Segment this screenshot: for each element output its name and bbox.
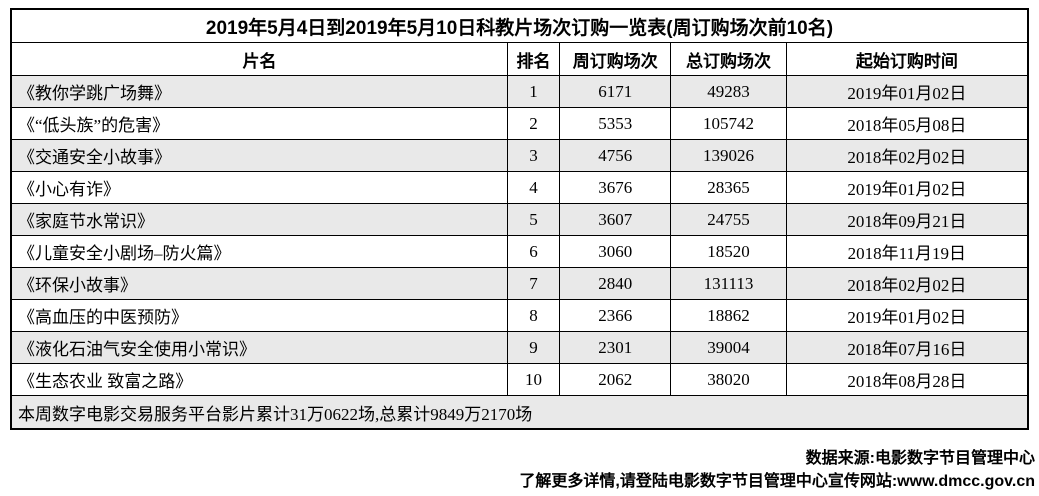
total-orders: 105742: [670, 107, 787, 140]
weekly-orders: 3607: [559, 203, 672, 236]
table-row: 《“低头族”的危害》 2 5353 105742 2018年05月08日: [10, 107, 1029, 140]
film-name: 《生态农业 致富之路》: [10, 363, 508, 396]
rank: 5: [506, 203, 561, 236]
total-orders: 49283: [670, 75, 787, 108]
column-header-total-orders: 总订购场次: [670, 42, 787, 76]
film-name: 《“低头族”的危害》: [10, 107, 508, 140]
total-orders: 18520: [670, 235, 787, 268]
weekly-orders: 5353: [559, 107, 672, 140]
start-date: 2018年02月02日: [785, 267, 1029, 300]
weekly-orders: 6171: [559, 75, 672, 108]
table-title-row: 2019年5月4日到2019年5月10日科教片场次订购一览表(周订购场次前10名…: [10, 8, 1029, 43]
total-orders: 38020: [670, 363, 787, 396]
rank: 4: [506, 171, 561, 204]
total-orders: 28365: [670, 171, 787, 204]
total-orders: 139026: [670, 139, 787, 172]
weekly-orders: 2840: [559, 267, 672, 300]
weekly-orders: 3676: [559, 171, 672, 204]
start-date: 2018年11月19日: [785, 235, 1029, 268]
total-orders: 39004: [670, 331, 787, 364]
start-date: 2018年02月02日: [785, 139, 1029, 172]
rank: 2: [506, 107, 561, 140]
start-date: 2018年09月21日: [785, 203, 1029, 236]
table-row: 《家庭节水常识》 5 3607 24755 2018年09月21日: [10, 203, 1029, 236]
film-name: 《小心有诈》: [10, 171, 508, 204]
total-orders: 131113: [670, 267, 787, 300]
column-header-weekly-orders: 周订购场次: [559, 42, 672, 76]
rank: 8: [506, 299, 561, 332]
table-row: 《交通安全小故事》 3 4756 139026 2018年02月02日: [10, 139, 1029, 172]
table-row: 《高血压的中医预防》 8 2366 18862 2019年01月02日: [10, 299, 1029, 332]
start-date: 2019年01月02日: [785, 75, 1029, 108]
table-row: 《儿童安全小剧场–防火篇》 6 3060 18520 2018年11月19日: [10, 235, 1029, 268]
start-date: 2018年07月16日: [785, 331, 1029, 364]
weekly-orders: 2062: [559, 363, 672, 396]
table-row: 《小心有诈》 4 3676 28365 2019年01月02日: [10, 171, 1029, 204]
start-date: 2018年08月28日: [785, 363, 1029, 396]
table-row: 《液化石油气安全使用小常识》 9 2301 39004 2018年07月16日: [10, 331, 1029, 364]
film-name: 《儿童安全小剧场–防火篇》: [10, 235, 508, 268]
film-name: 《交通安全小故事》: [10, 139, 508, 172]
total-orders: 24755: [670, 203, 787, 236]
film-name: 《家庭节水常识》: [10, 203, 508, 236]
rank: 10: [506, 363, 561, 396]
rank: 9: [506, 331, 561, 364]
start-date: 2019年01月02日: [785, 299, 1029, 332]
table-row: 《教你学跳广场舞》 1 6171 49283 2019年01月02日: [10, 75, 1029, 108]
rank: 1: [506, 75, 561, 108]
table-header-row: 片名 排名 周订购场次 总订购场次 起始订购时间: [10, 42, 1029, 76]
data-source-block: 数据来源:电影数字节目管理中心 了解更多详情,请登陆电影数字节目管理中心宣传网站…: [0, 447, 1035, 493]
start-date: 2018年05月08日: [785, 107, 1029, 140]
table-row: 《环保小故事》 7 2840 131113 2018年02月02日: [10, 267, 1029, 300]
more-info-line: 了解更多详情,请登陆电影数字节目管理中心宣传网站:www.dmcc.gov.cn: [519, 473, 1035, 490]
data-source-line: 数据来源:电影数字节目管理中心: [805, 450, 1035, 467]
column-header-rank: 排名: [506, 42, 561, 76]
film-name: 《液化石油气安全使用小常识》: [10, 331, 508, 364]
table-title: 2019年5月4日到2019年5月10日科教片场次订购一览表(周订购场次前10名…: [10, 8, 1029, 43]
column-header-start-date: 起始订购时间: [785, 42, 1029, 76]
weekly-total-summary: 本周数字电影交易服务平台影片累计31万0622场,总累计9849万2170场: [10, 395, 1029, 430]
table-summary-row: 本周数字电影交易服务平台影片累计31万0622场,总累计9849万2170场: [10, 395, 1029, 430]
rank: 6: [506, 235, 561, 268]
film-name: 《教你学跳广场舞》: [10, 75, 508, 108]
table-row: 《生态农业 致富之路》 10 2062 38020 2018年08月28日: [10, 363, 1029, 396]
film-name: 《高血压的中医预防》: [10, 299, 508, 332]
rank: 7: [506, 267, 561, 300]
weekly-orders: 3060: [559, 235, 672, 268]
film-name: 《环保小故事》: [10, 267, 508, 300]
total-orders: 18862: [670, 299, 787, 332]
weekly-orders: 4756: [559, 139, 672, 172]
start-date: 2019年01月02日: [785, 171, 1029, 204]
column-header-film-name: 片名: [10, 42, 508, 76]
rank: 3: [506, 139, 561, 172]
weekly-orders: 2366: [559, 299, 672, 332]
schedule-order-table: 2019年5月4日到2019年5月10日科教片场次订购一览表(周订购场次前10名…: [10, 8, 1029, 430]
weekly-orders: 2301: [559, 331, 672, 364]
